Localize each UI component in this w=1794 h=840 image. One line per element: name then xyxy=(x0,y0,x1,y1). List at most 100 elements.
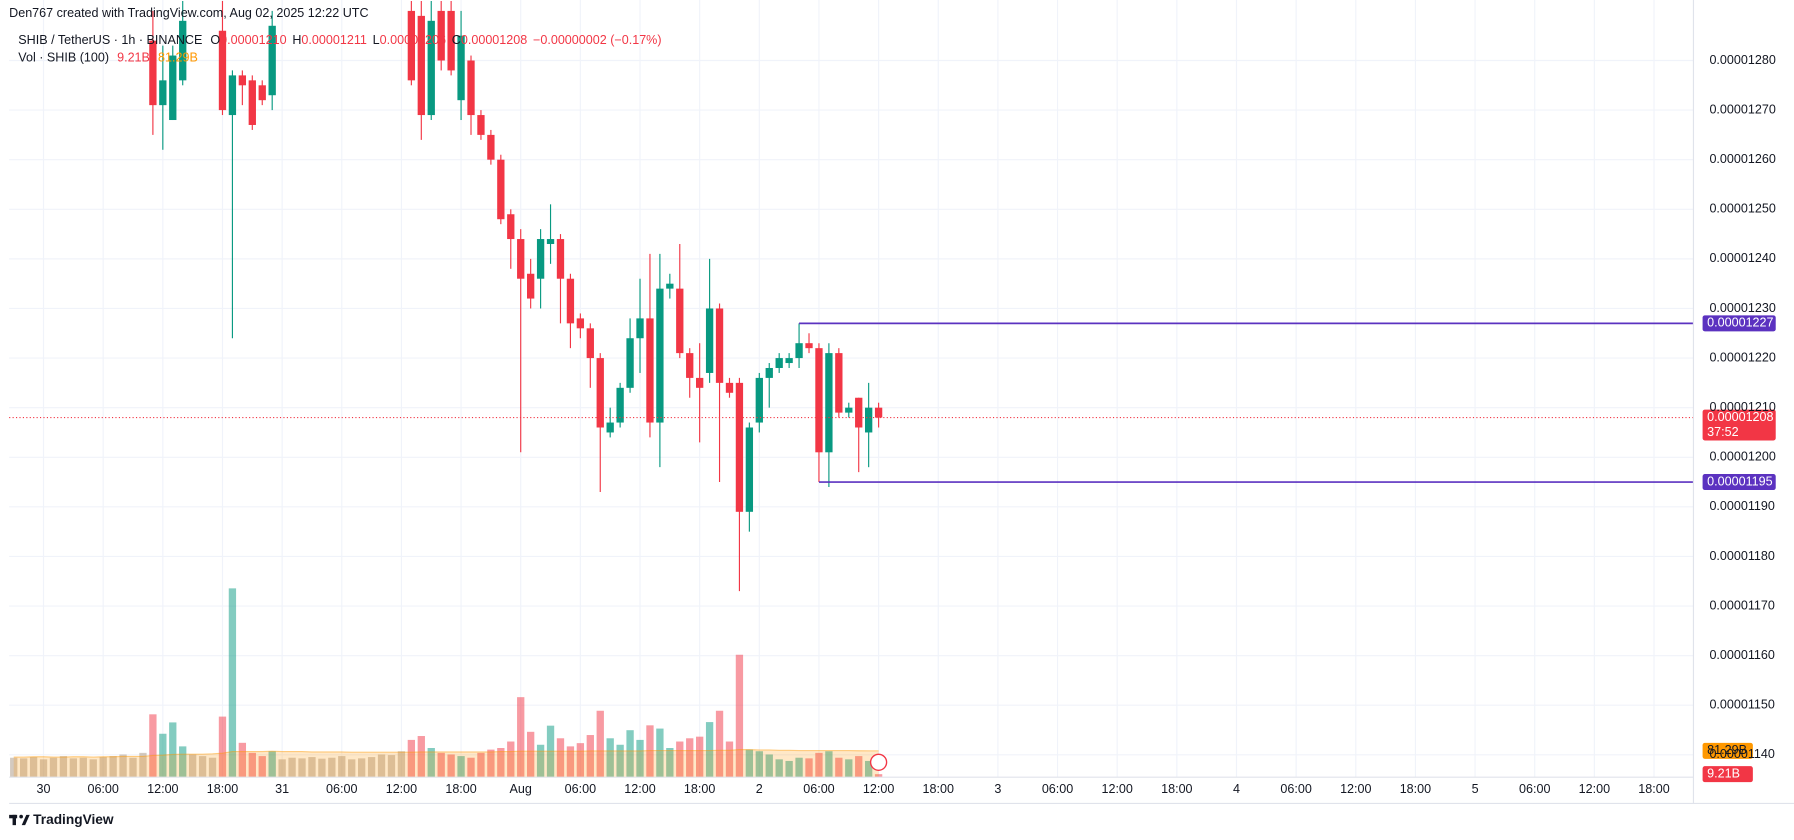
candle-body xyxy=(179,20,187,81)
candle-body xyxy=(586,328,594,359)
y-tick-label: 0.00001160 xyxy=(1709,648,1774,662)
candle-body xyxy=(487,134,495,160)
volume-bar xyxy=(358,758,366,778)
volume-bar xyxy=(328,757,336,778)
x-tick-label: 06:00 xyxy=(87,782,118,796)
candle-body xyxy=(556,239,565,279)
volume-bar xyxy=(507,741,515,778)
volume-bar xyxy=(278,759,286,778)
candle-body xyxy=(477,115,485,135)
volume-bar xyxy=(338,756,346,778)
candle-body xyxy=(815,348,823,453)
candle-body xyxy=(447,10,455,71)
volume-bar xyxy=(109,756,117,778)
volume-bar xyxy=(477,752,485,778)
candle-body xyxy=(258,85,266,101)
candle-body xyxy=(715,308,724,383)
x-tick-label: 18:00 xyxy=(923,782,954,796)
volume-bar xyxy=(318,758,326,778)
candle-body xyxy=(169,55,177,121)
x-tick-label: 18:00 xyxy=(445,782,476,796)
volume-bar xyxy=(228,588,237,778)
volume-bar xyxy=(725,741,734,778)
x-tick-label: 2 xyxy=(756,782,763,796)
volume-bar xyxy=(69,758,78,778)
volume-value: 9.21B xyxy=(117,51,150,65)
volume-bar xyxy=(19,758,28,778)
volume-bar xyxy=(487,749,495,778)
x-tick-label: 12:00 xyxy=(147,782,178,796)
y-tick-label: 0.00001240 xyxy=(1709,251,1775,265)
x-tick-label: 12:00 xyxy=(1579,782,1610,796)
replay-icon[interactable] xyxy=(869,753,888,771)
y-tick-label: 0.00001180 xyxy=(1709,549,1774,563)
candle-body xyxy=(874,407,883,418)
volume-bar xyxy=(79,757,87,778)
volume-bar xyxy=(805,758,813,778)
volume-ma-label: 81.29B xyxy=(1707,743,1747,757)
volume-bar xyxy=(139,752,147,778)
candle-body xyxy=(268,25,276,96)
volume-bar xyxy=(566,746,575,778)
volume-bar xyxy=(10,757,18,778)
candle-body xyxy=(159,80,167,106)
volume-bar xyxy=(576,743,585,778)
volume-bar xyxy=(755,751,763,778)
x-tick-label: 31 xyxy=(275,782,289,796)
volume-title: Vol · SHIB (100) xyxy=(18,51,109,65)
volume-bar xyxy=(99,757,107,778)
candle-body xyxy=(427,20,435,116)
candle-body xyxy=(775,358,783,368)
candle-body xyxy=(417,15,425,116)
volume-bar xyxy=(198,756,207,778)
symbol-legend: SHIB / TetherUS · 1h · BINANCE O0.000012… xyxy=(18,33,661,47)
candle-body xyxy=(835,353,843,413)
candle-body xyxy=(785,358,793,364)
candle-body xyxy=(507,214,515,240)
ohlc-key: O xyxy=(210,33,220,47)
level-box xyxy=(1702,315,1776,332)
x-tick-label: 5 xyxy=(1472,782,1479,796)
volume-bar xyxy=(179,746,187,778)
candle-body xyxy=(765,367,773,378)
y-tick-label: 0.00001210 xyxy=(1709,400,1775,414)
candle-body xyxy=(825,353,833,453)
volume-bar xyxy=(367,757,376,778)
x-tick-label: 30 xyxy=(37,782,51,796)
volume-bar xyxy=(218,716,227,778)
x-tick-label: 18:00 xyxy=(207,782,238,796)
volume-bar xyxy=(29,757,38,778)
candle-body xyxy=(725,382,734,393)
candle-body xyxy=(865,407,873,433)
volume-bar xyxy=(159,733,167,778)
volume-bar xyxy=(119,754,127,778)
y-tick-label: 0.00001230 xyxy=(1709,301,1775,315)
volume-bar xyxy=(596,710,604,778)
volume-bar xyxy=(248,752,256,778)
volume-bar xyxy=(238,742,247,778)
credit: Den767 created with TradingView.com, Aug… xyxy=(9,6,368,20)
countdown: 37:52 xyxy=(1707,425,1738,439)
x-tick-label: 18:00 xyxy=(1400,782,1431,796)
y-tick-label: 0.00001220 xyxy=(1709,350,1775,364)
volume-bar xyxy=(348,759,356,778)
volume-bar xyxy=(686,738,694,778)
volume-bar xyxy=(149,714,157,778)
volume-bar xyxy=(785,760,793,778)
candle-body xyxy=(855,397,863,428)
volume-bar xyxy=(298,758,306,778)
candle-body xyxy=(467,60,475,116)
volume-bar xyxy=(775,759,783,778)
candle-layer xyxy=(149,0,883,592)
candle-body xyxy=(845,407,853,413)
x-tick-label: 12:00 xyxy=(1101,782,1132,796)
volume-bar xyxy=(517,697,525,778)
x-tick-label: 12:00 xyxy=(1340,782,1371,796)
candle-body xyxy=(536,239,545,279)
candle-body xyxy=(517,239,525,279)
candle-body xyxy=(646,318,654,423)
candle-body xyxy=(636,318,644,339)
volume-legend: Vol · SHIB (100) 9.21B 81.29B xyxy=(18,51,198,65)
volume-bar xyxy=(765,754,773,778)
